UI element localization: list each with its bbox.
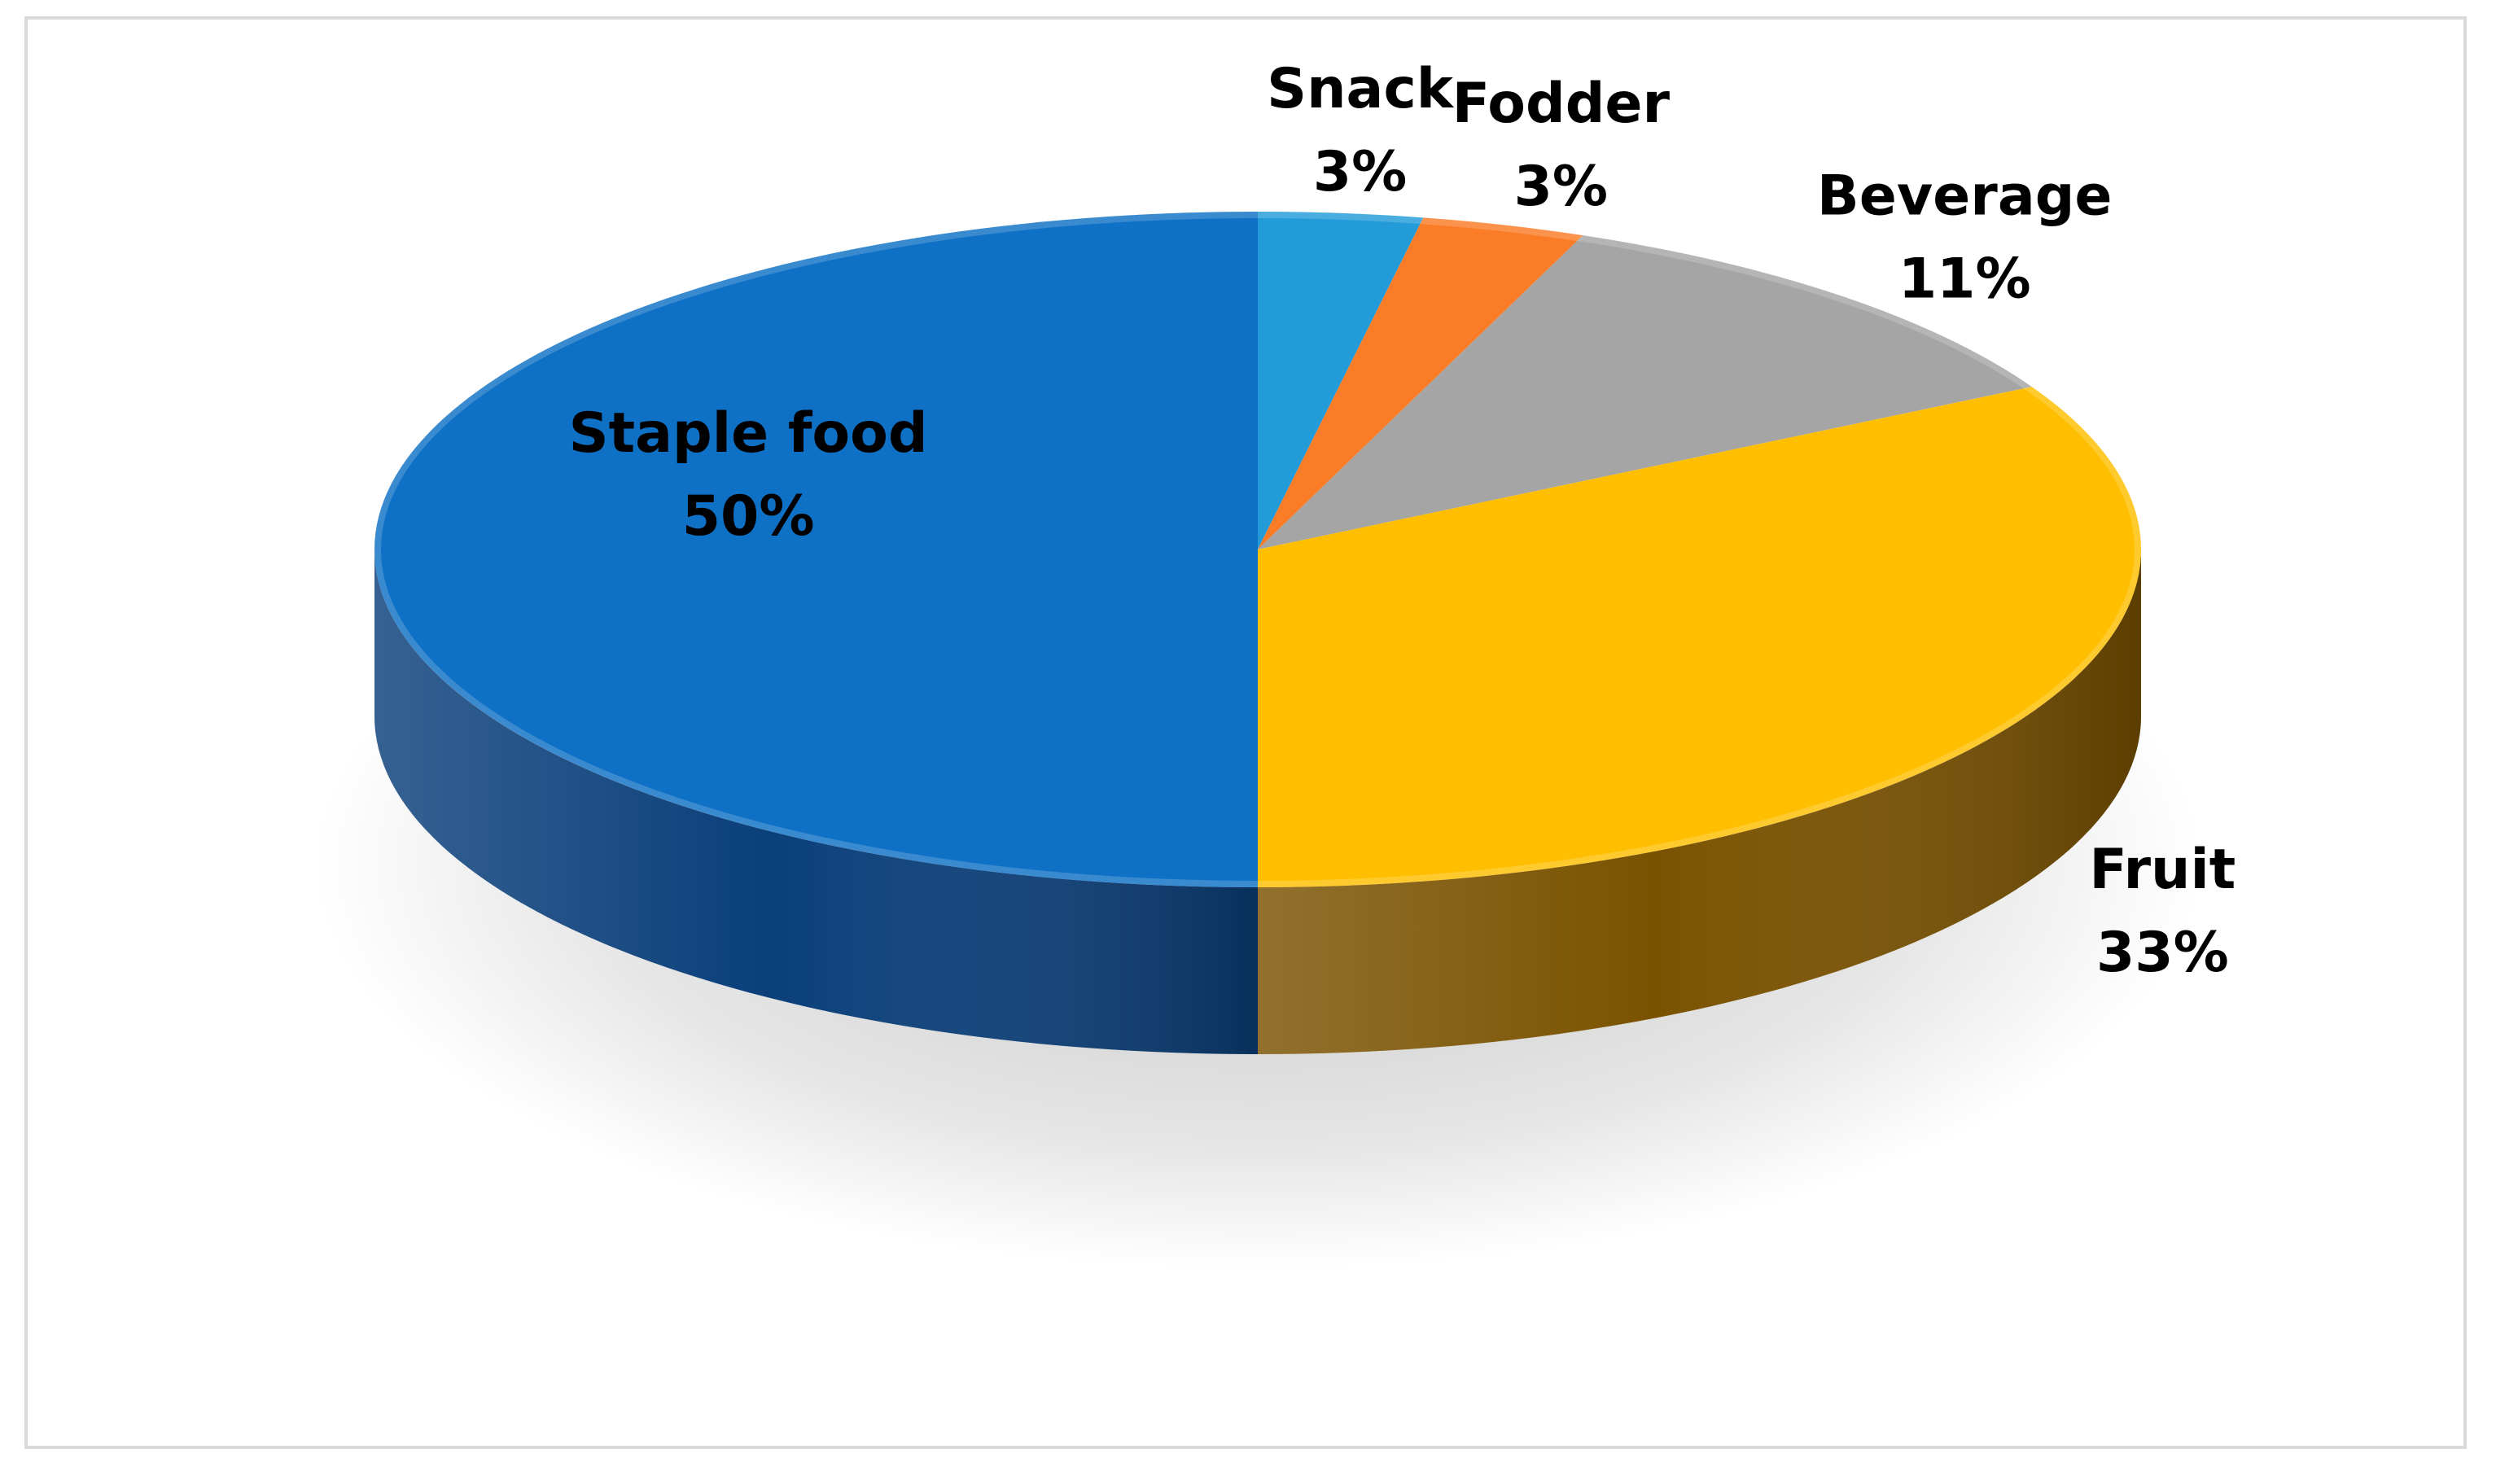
label-percent-fruit: 33% (2096, 921, 2229, 985)
data-label-beverage: Beverage 11% (1817, 164, 2113, 311)
pie-slice-beverage (1258, 235, 2032, 549)
data-label-fodder: Fodder 3% (1452, 72, 1671, 219)
label-category-fruit: Fruit (2089, 838, 2235, 902)
label-percent-staple-food: 50% (682, 484, 815, 549)
pie-labels: Snack 3% Fodder 3% Beverage 11% Fruit 33% Staple… (569, 57, 2236, 985)
pie-side-shade-staple-food (374, 549, 1258, 1054)
data-label-fruit: Fruit 33% (2089, 838, 2235, 985)
label-percent-beverage: 11% (1898, 247, 2031, 311)
pie-rim-highlight (374, 212, 2141, 887)
pie-slice-fruit (1258, 387, 2141, 887)
pie-side-shade-fruit (1258, 549, 2141, 1054)
label-percent-fodder: 3% (1514, 155, 1608, 219)
label-category-snack: Snack (1267, 57, 1455, 121)
label-category-beverage: Beverage (1817, 164, 2113, 228)
pie-tops (374, 212, 2141, 887)
label-category-staple-food: Staple food (569, 401, 928, 466)
pie-slice-fodder (1258, 217, 1583, 549)
label-category-fodder: Fodder (1452, 72, 1671, 136)
pie-slice-staple-food (374, 212, 1258, 887)
pie-slice-snack (1258, 212, 1424, 549)
label-percent-snack: 3% (1313, 140, 1407, 204)
data-label-staple-food: Staple food 50% (569, 401, 928, 549)
pie-sides (374, 549, 2141, 1054)
data-label-snack: Snack 3% (1267, 57, 1455, 204)
